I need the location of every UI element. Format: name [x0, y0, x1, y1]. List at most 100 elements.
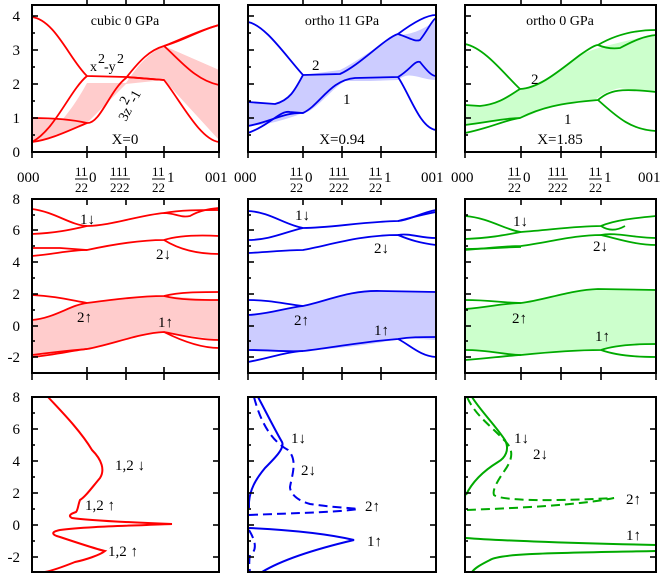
x-label-ortho11: X=0.94 [319, 132, 365, 148]
svg-text:8: 8 [13, 390, 21, 406]
svg-text:1↓: 1↓ [295, 208, 310, 224]
svg-text:2↓: 2↓ [374, 241, 389, 257]
svg-text:222: 222 [548, 180, 568, 195]
svg-text:1,2 ↓: 1,2 ↓ [115, 458, 145, 474]
svg-text:1↓: 1↓ [514, 431, 529, 447]
orbital-label-x2y2: x2-y2 [90, 52, 124, 75]
svg-text:22: 22 [589, 180, 602, 195]
panel-top-ortho0 [464, 4, 657, 153]
row3-ticks [31, 373, 657, 558]
svg-text:0: 0 [523, 170, 531, 186]
svg-text:2↑: 2↑ [365, 499, 380, 515]
svg-text:2↓: 2↓ [533, 447, 548, 463]
svg-text:1↑: 1↑ [595, 329, 610, 345]
panel-title-ortho0: ortho 0 GPa [526, 14, 594, 29]
svg-text:111: 111 [329, 164, 348, 179]
svg-text:1↓: 1↓ [80, 212, 95, 228]
svg-text:8: 8 [13, 192, 21, 208]
svg-text:11: 11 [290, 164, 303, 179]
svg-text:2↑: 2↑ [294, 313, 309, 329]
svg-text:0: 0 [13, 145, 21, 161]
panel-title-ortho11: ortho 11 GPa [305, 14, 380, 29]
svg-text:4: 4 [13, 255, 21, 271]
svg-text:3z: 3z [116, 105, 135, 124]
row1-y-axis: 0 1 2 3 4 [13, 9, 471, 161]
panel-mid-ortho11 [247, 198, 437, 374]
svg-text:001: 001 [205, 170, 228, 186]
panel-dos-ortho11 [247, 396, 437, 573]
svg-text:1↓: 1↓ [291, 431, 306, 447]
svg-text:2: 2 [117, 52, 124, 67]
svg-text:1↑: 1↑ [367, 534, 382, 550]
svg-text:1: 1 [384, 170, 392, 186]
svg-text:2↑: 2↑ [626, 492, 641, 508]
svg-text:6: 6 [13, 422, 21, 438]
row3-y-labels: 8 6 4 2 0 -2 [8, 390, 21, 566]
orbital-label-1-ortho11: 1 [343, 92, 351, 108]
panel-top-ortho11 [247, 4, 437, 153]
panel-dos-ortho0 [464, 396, 657, 573]
kpath-ticks [31, 0, 657, 373]
svg-text:0: 0 [305, 170, 313, 186]
svg-text:22: 22 [152, 180, 165, 195]
svg-text:1↓: 1↓ [513, 214, 528, 230]
row3-dos-labels: 1,2 ↓ 1,2 ↑ 1,2 ↑ 1↓ 2↓ 2↑ 1↑ 1↓ 2↓ 2↑ 1… [85, 431, 641, 560]
svg-text:0: 0 [13, 319, 21, 335]
svg-text:222: 222 [329, 180, 349, 195]
svg-text:11: 11 [508, 164, 521, 179]
svg-text:2: 2 [13, 486, 21, 502]
svg-text:0: 0 [13, 518, 21, 534]
svg-text:0: 0 [89, 170, 97, 186]
svg-text:111: 111 [548, 164, 567, 179]
svg-text:22: 22 [508, 180, 521, 195]
svg-text:4: 4 [13, 9, 21, 25]
svg-text:-y: -y [104, 60, 116, 75]
svg-text:2: 2 [13, 287, 21, 303]
svg-text:-2: -2 [8, 350, 21, 366]
svg-text:222: 222 [110, 180, 130, 195]
svg-text:2↑: 2↑ [77, 310, 92, 326]
svg-text:6: 6 [13, 223, 21, 239]
svg-text:2↓: 2↓ [156, 247, 171, 263]
orbital-label-2-ortho11: 2 [312, 58, 320, 74]
svg-text:1↑: 1↑ [374, 323, 389, 339]
row2-y-labels: 8 6 4 2 0 -2 [8, 192, 21, 366]
x-label-ortho0: X=1.85 [537, 132, 583, 148]
svg-text:11: 11 [589, 164, 602, 179]
svg-text:1,2 ↑: 1,2 ↑ [108, 544, 138, 560]
svg-text:2↓: 2↓ [301, 463, 316, 479]
svg-text:11: 11 [75, 164, 88, 179]
row2-band-labels: 1↓ 2↓ 2↑ 1↑ 1↓ 2↓ 2↑ 1↑ 1↓ 2↓ 2↑ 1↑ [77, 208, 610, 345]
orbital-label-1-ortho0: 1 [564, 112, 572, 128]
panel-mid-ortho0 [464, 198, 657, 374]
panel-title-cubic: cubic 0 GPa [91, 14, 160, 29]
svg-text:x: x [90, 60, 97, 75]
panel-mid-cubic [31, 198, 220, 374]
row2-y-ticks [32, 198, 471, 358]
svg-text:22: 22 [369, 180, 382, 195]
svg-text:2: 2 [98, 52, 105, 67]
panel-dos-cubic [31, 396, 220, 573]
svg-text:22: 22 [290, 180, 303, 195]
svg-text:1: 1 [167, 170, 175, 186]
svg-text:000: 000 [234, 170, 257, 186]
svg-text:4: 4 [13, 454, 21, 470]
svg-text:001: 001 [638, 170, 661, 186]
svg-text:000: 000 [451, 170, 474, 186]
svg-text:2↓: 2↓ [593, 239, 608, 255]
svg-text:1: 1 [604, 170, 612, 186]
svg-text:001: 001 [421, 170, 444, 186]
svg-text:1: 1 [13, 111, 21, 127]
svg-text:111: 111 [110, 164, 129, 179]
svg-text:11: 11 [152, 164, 165, 179]
svg-text:000: 000 [17, 170, 40, 186]
orbital-label-2-ortho0: 2 [531, 72, 539, 88]
svg-text:1↑: 1↑ [626, 528, 641, 544]
svg-text:2: 2 [13, 77, 21, 93]
svg-text:22: 22 [75, 180, 88, 195]
